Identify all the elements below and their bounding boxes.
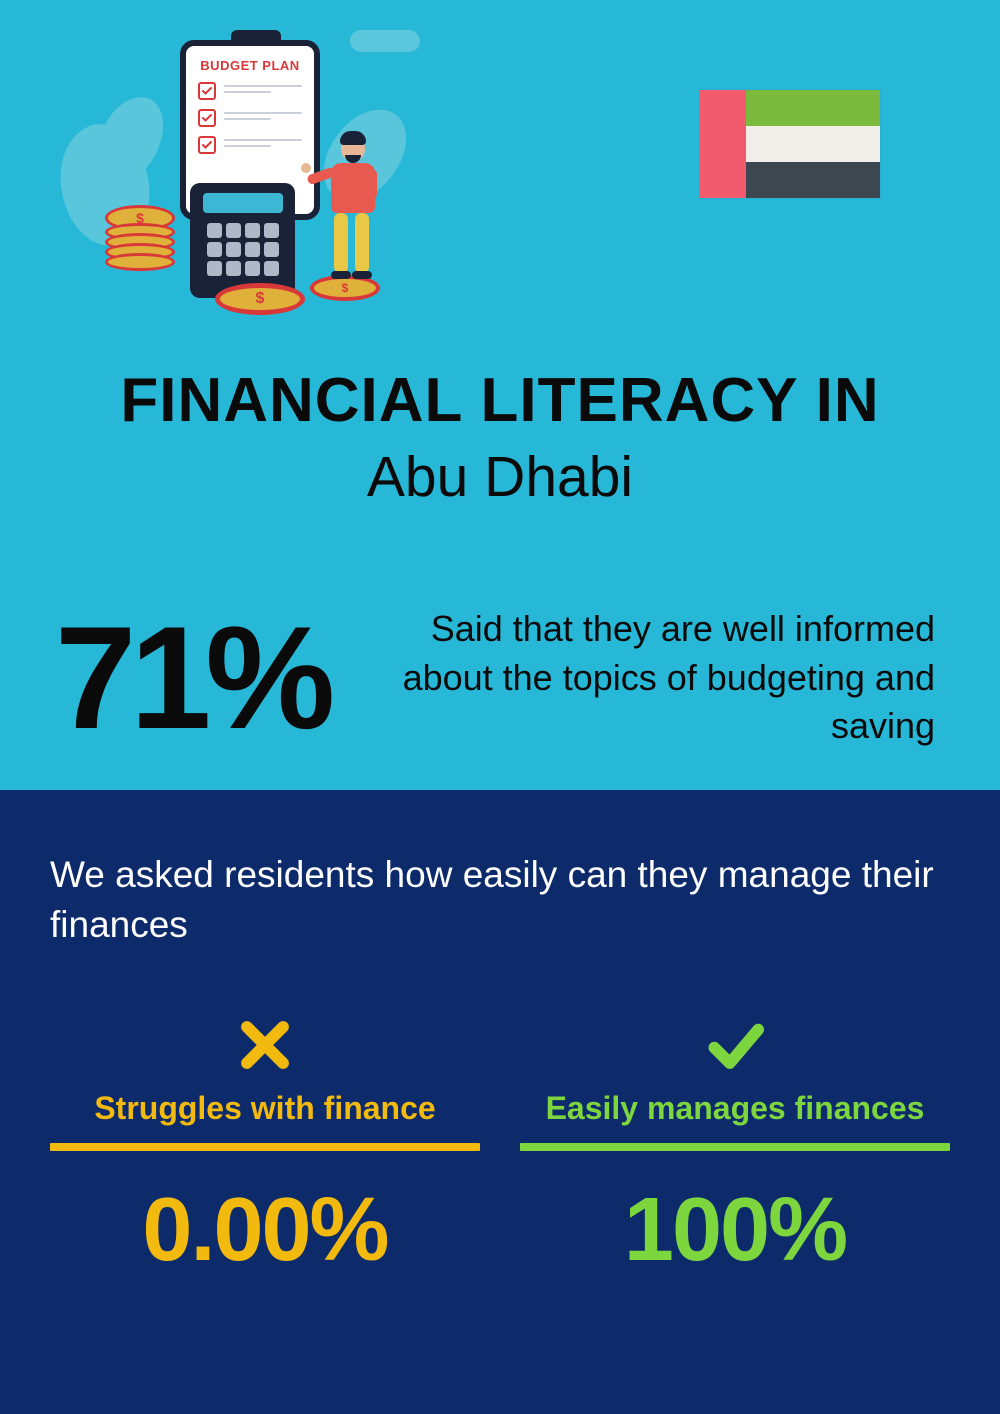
title-block: FINANCIAL LITERACY IN Abu Dhabi bbox=[50, 365, 950, 510]
struggles-label: Struggles with finance bbox=[50, 1090, 480, 1127]
clipboard-title: BUDGET PLAN bbox=[186, 58, 314, 73]
headline-percentage: 71% bbox=[55, 605, 329, 751]
check-icon bbox=[520, 1010, 950, 1080]
divider bbox=[520, 1143, 950, 1151]
person-icon bbox=[318, 135, 388, 295]
title-sub: Abu Dhabi bbox=[50, 444, 950, 510]
top-section: BUDGET PLAN $ $ $ bbox=[0, 0, 1000, 790]
headline-stat: 71% Said that they are well informed abo… bbox=[50, 605, 950, 751]
manages-label: Easily manages finances bbox=[520, 1090, 950, 1127]
x-icon bbox=[50, 1010, 480, 1080]
struggles-value: 0.00% bbox=[50, 1179, 480, 1282]
budget-illustration: BUDGET PLAN $ $ $ bbox=[50, 25, 420, 305]
bottom-section: We asked residents how easily can they m… bbox=[0, 790, 1000, 1414]
header-row: BUDGET PLAN $ $ $ bbox=[50, 25, 950, 325]
result-manages: Easily manages finances 100% bbox=[520, 1010, 950, 1282]
title-main: FINANCIAL LITERACY IN bbox=[50, 365, 950, 436]
coin-stack-icon: $ bbox=[105, 205, 175, 271]
coin-icon: $ bbox=[215, 283, 305, 315]
result-struggles: Struggles with finance 0.00% bbox=[50, 1010, 480, 1282]
divider bbox=[50, 1143, 480, 1151]
manages-value: 100% bbox=[520, 1179, 950, 1282]
results-row: Struggles with finance 0.00% Easily mana… bbox=[50, 1010, 950, 1282]
uae-flag-icon bbox=[700, 90, 880, 198]
calculator-icon bbox=[190, 183, 295, 298]
headline-description: Said that they are well informed about t… bbox=[359, 605, 945, 751]
survey-question: We asked residents how easily can they m… bbox=[50, 850, 950, 950]
